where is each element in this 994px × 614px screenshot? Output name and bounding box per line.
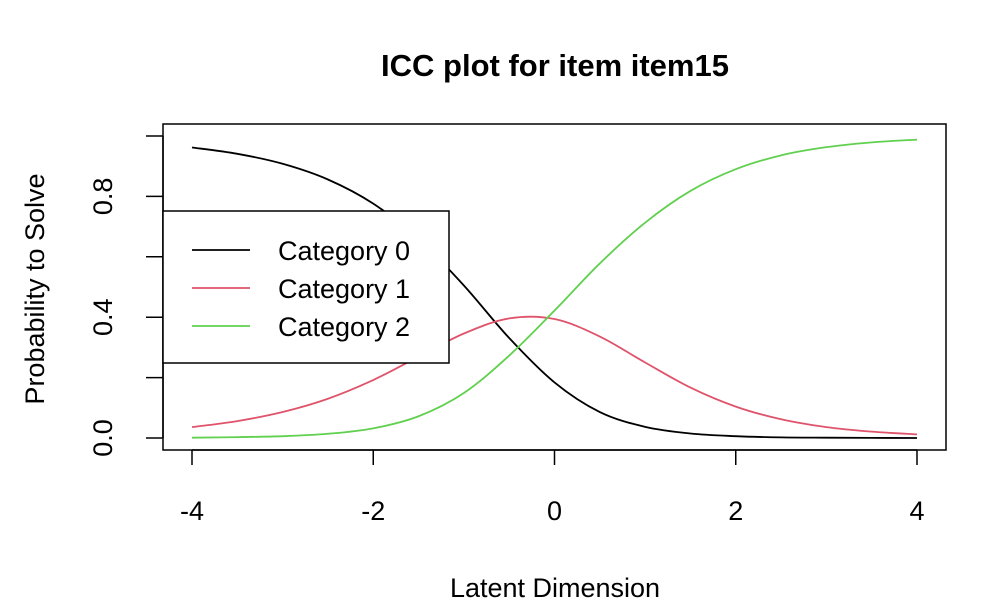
- x-tick-label: 4: [909, 496, 924, 526]
- series-line-category-1: [191, 315, 918, 436]
- legend-label-category-0: Category 0: [278, 236, 410, 266]
- x-axis-label: Latent Dimension: [450, 573, 660, 603]
- y-axis: 0.0 0.4 0.8: [88, 135, 164, 457]
- legend: Category 0 Category 1 Category 2: [162, 210, 450, 364]
- x-tick-label: 2: [728, 496, 743, 526]
- series-line-category-0: [191, 146, 918, 439]
- x-tick-label: 0: [547, 496, 562, 526]
- legend-label-category-2: Category 2: [278, 312, 410, 342]
- plot-lines: [191, 138, 918, 439]
- legend-label-category-1: Category 1: [278, 274, 410, 304]
- y-tick-label: 0.0: [88, 419, 118, 457]
- x-tick-label: -2: [361, 496, 385, 526]
- x-axis: -4 -2 0 2 4: [180, 449, 925, 526]
- chart-title: ICC plot for item item15: [381, 48, 729, 83]
- legend-box: [162, 210, 450, 364]
- y-tick-label: 0.8: [88, 178, 118, 216]
- y-tick-label: 0.4: [88, 298, 118, 336]
- x-tick-label: -4: [180, 496, 204, 526]
- series-line-category-2: [191, 138, 918, 439]
- y-axis-label: Probability to Solve: [20, 173, 50, 404]
